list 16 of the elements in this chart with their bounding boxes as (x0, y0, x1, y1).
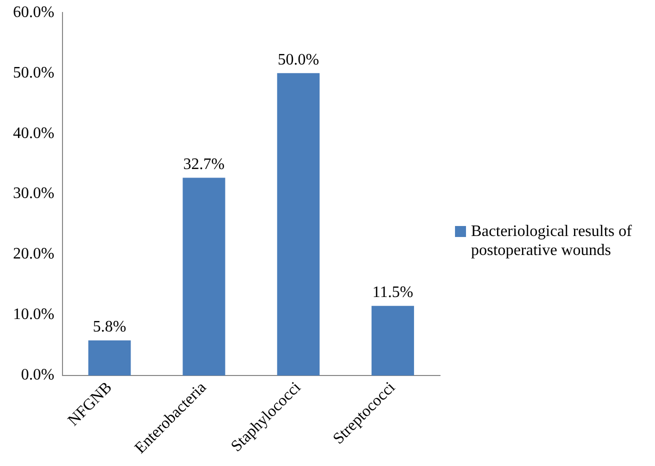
y-tick-label: 30.0% (13, 185, 54, 202)
data-label: 11.5% (372, 284, 414, 302)
legend-label: Bacteriological results of postoperative wounds (471, 222, 633, 260)
y-tick-label: 10.0% (13, 306, 54, 324)
bar (372, 306, 414, 376)
y-tick-label: 60.0% (13, 4, 54, 21)
bar (277, 73, 320, 376)
data-label: 32.7% (183, 156, 225, 173)
y-tick-label: 0.0% (21, 366, 54, 384)
y-tick-label: 20.0% (13, 246, 54, 263)
data-label: 50.0% (278, 51, 320, 68)
y-tick-label: 40.0% (13, 124, 54, 142)
y-tick-label: 50.0% (13, 64, 54, 82)
bar (88, 340, 131, 376)
data-label: 5.8% (92, 318, 126, 336)
bar (182, 178, 226, 376)
